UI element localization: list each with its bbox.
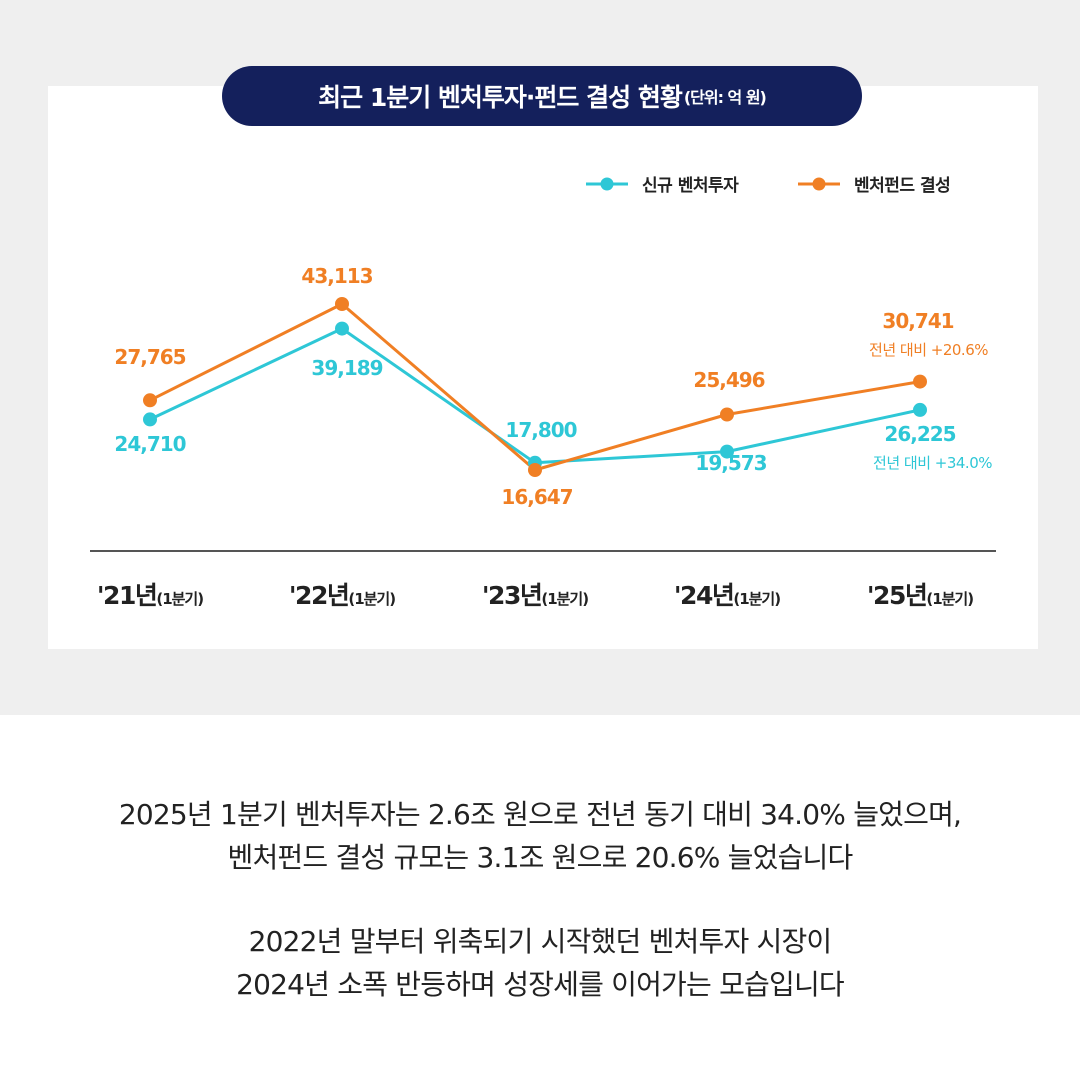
data-label-fund: 30,741 [882,309,953,333]
chart-title-pill: 최근 1분기 벤처투자·펀드 결성 현황 (단위: 억 원) [222,66,862,126]
data-point-investment [720,444,734,459]
caption-line: 2025년 1분기 벤처투자는 2.6조 원으로 전년 동기 대비 34.0% … [118,798,962,831]
x-tick-label: '24년(1분기) [674,581,780,610]
data-label-investment: 19,573 [695,451,766,475]
caption-line: 2024년 소폭 반등하며 성장세를 이어가는 모습입니다 [236,968,845,1001]
caption-line: 2022년 말부터 위축되기 시작했던 벤처투자 시장이 [248,925,833,958]
yoy-note-investment: 전년 대비 +34.0% [873,454,992,472]
caption-paragraph-2: 2022년 말부터 위축되기 시작했던 벤처투자 시장이 2024년 소폭 반등… [0,920,1080,1006]
series-line-fund [149,302,921,472]
chart-unit: (단위: 억 원) [683,88,767,107]
data-label-investment: 17,800 [505,418,576,442]
data-point-fund [913,374,927,389]
data-point-investment [143,412,157,427]
x-tick-label: '23년(1분기) [482,581,588,610]
data-label-fund: 43,113 [301,264,372,288]
data-point-fund [335,297,349,311]
data-label-investment: 26,225 [884,422,955,446]
legend-label-investment: 신규 벤처투자 [642,176,739,196]
legend-marker-fund [812,177,826,191]
line-chart: '21년(1분기) '22년(1분기) '23년(1분기) '24년(1분기) '25년… [90,176,996,610]
data-point-investment [913,402,927,417]
x-tick-label: '22년(1분기) [289,581,395,610]
chart-title: 최근 1분기 벤처투자·펀드 결성 현황 [318,83,683,112]
data-label-investment: 39,189 [311,356,382,380]
yoy-note-fund: 전년 대비 +20.6% [869,341,988,359]
data-label-fund: 27,765 [114,345,185,369]
caption-paragraph-1: 2025년 1분기 벤처투자는 2.6조 원으로 전년 동기 대비 34.0% … [0,793,1080,879]
data-point-fund [528,463,542,477]
data-point-investment [335,321,349,336]
data-label-investment: 24,710 [114,432,185,456]
data-point-fund [143,393,157,408]
caption-line: 벤처펀드 결성 규모는 3.1조 원으로 20.6% 늘었습니다 [227,841,854,874]
x-tick-label: '21년(1분기) [97,581,203,610]
legend-label-fund: 벤처펀드 결성 [854,176,950,196]
data-label-fund: 16,647 [501,485,572,509]
x-tick-label: '25년(1분기) [867,581,973,610]
series-line-investment [149,327,921,465]
legend-marker-investment [600,177,614,191]
data-label-fund: 25,496 [693,368,764,392]
data-point-fund [720,407,734,422]
